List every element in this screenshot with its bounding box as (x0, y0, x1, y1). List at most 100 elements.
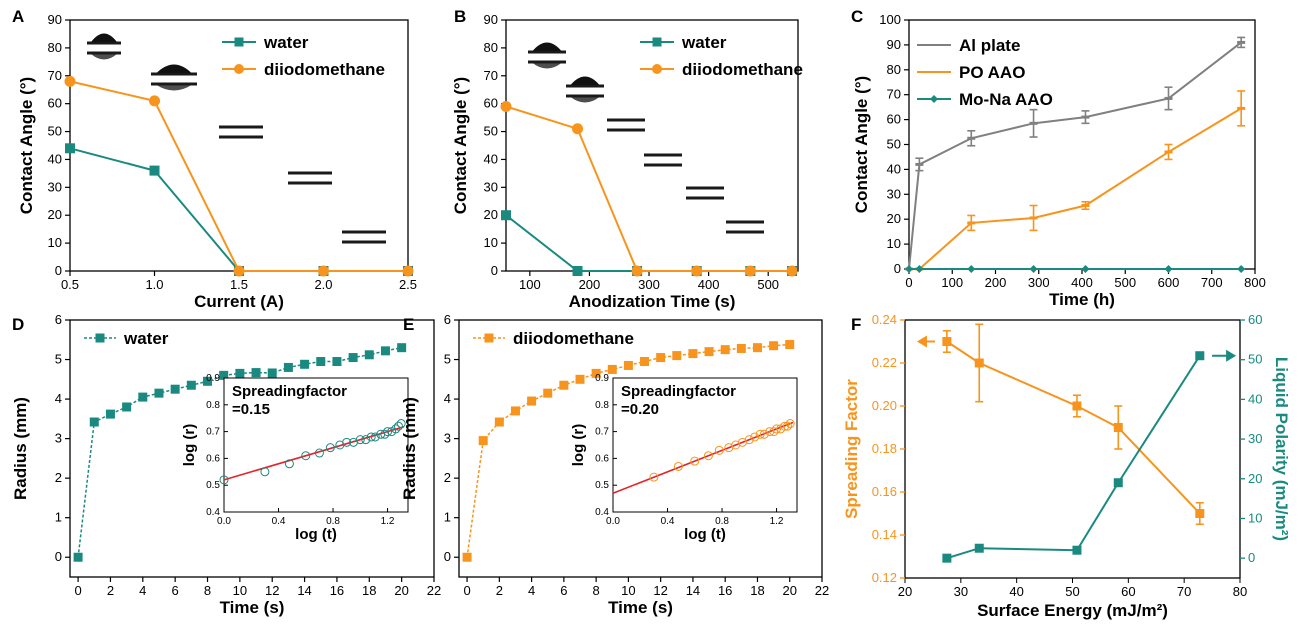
x-tick-label: 4 (139, 583, 146, 598)
inset-x-tick-label: 0.0 (606, 516, 620, 527)
x-tick-label: 16 (718, 583, 732, 598)
inset-annotation: Spreadingfactor (232, 383, 347, 400)
y-tick-label: 80 (887, 62, 901, 77)
data-point (1237, 265, 1246, 273)
x-tick-label: 300 (638, 277, 660, 292)
x-axis-title: Time (s) (220, 598, 285, 617)
y-tick-label: 10 (484, 235, 498, 250)
data-point (462, 552, 472, 562)
series-line (946, 355, 1201, 560)
data-point (672, 351, 682, 361)
y-tick-label: 5 (55, 352, 62, 367)
data-point (967, 265, 976, 273)
inset-point (301, 451, 311, 461)
x-tick-label: 20 (898, 584, 912, 599)
inset-x-tick-label: 0.0 (217, 516, 231, 527)
inset-y-tick-label: 0.4 (595, 507, 609, 518)
x-tick-label: 2.0 (314, 277, 332, 292)
y-tick-label-left: 0.18 (872, 441, 897, 456)
chart-panel-A: 0.5 1.0 1.5 2.0 2.5 0 10 20 30 40 50 60 70 80 90 Curren… (12, 7, 417, 311)
data-point (974, 358, 984, 368)
y-tick-label: 30 (887, 186, 901, 201)
y-tick-label-left: 0.12 (872, 570, 897, 585)
y-tick-label-right: 10 (1248, 510, 1262, 525)
inset-y-tick-label: 0.6 (595, 453, 609, 464)
data-point (1164, 96, 1173, 100)
plot-frame (458, 319, 823, 578)
fit-line (612, 421, 794, 494)
x-tick-label: 60 (1121, 584, 1135, 599)
series-line (69, 147, 408, 272)
inset-point (759, 429, 769, 439)
x-axis-title: Anodization Time (s) (569, 292, 736, 311)
y-tick-label: 40 (484, 151, 498, 166)
data-point (1081, 204, 1090, 208)
y-tick-label: 4 (444, 391, 451, 406)
panel-letter: F (851, 315, 861, 334)
droplet-image (342, 230, 386, 244)
data-point (631, 265, 643, 277)
inset-y-tick-label: 0.4 (206, 507, 220, 518)
inset-x-tick-label: 0.4 (661, 516, 675, 527)
droplet-image (607, 118, 645, 132)
inset-point (393, 421, 403, 431)
droplet-image (726, 220, 764, 234)
data-point (640, 357, 650, 367)
y-tick-label: 2 (444, 470, 451, 485)
data-point (1081, 115, 1090, 119)
data-point (591, 368, 601, 378)
x-tick-label: 0 (463, 583, 470, 598)
x-tick-label: 700 (1201, 275, 1223, 290)
inset-annotation: Spreadingfactor (621, 383, 736, 400)
droplet-image (644, 153, 682, 167)
panel-letter: D (12, 315, 24, 334)
data-point (1029, 216, 1038, 220)
data-point (786, 265, 798, 277)
x-tick-label: 4 (528, 583, 535, 598)
droplet-image (219, 125, 263, 139)
data-point (688, 349, 698, 359)
legend-label: diiodomethane (264, 60, 385, 79)
inset-point (370, 432, 380, 442)
x-tick-label: 8 (593, 583, 600, 598)
data-point (149, 95, 160, 107)
legend-label: PO AAO (959, 63, 1025, 82)
x-tick-label: 50 (1065, 584, 1079, 599)
data-point (915, 162, 924, 166)
inset-x-tick-label: 0.8 (326, 516, 340, 527)
data-point (510, 406, 520, 416)
x-tick-label: 100 (941, 275, 963, 290)
data-point (318, 265, 329, 277)
data-point (348, 353, 358, 363)
x-tick-label: 70 (1177, 584, 1191, 599)
data-point (1195, 351, 1205, 361)
data-point (623, 360, 633, 370)
data-point (942, 553, 952, 563)
data-point (527, 396, 537, 406)
y-tick-label: 0 (55, 549, 62, 564)
x-tick-label: 40 (1009, 584, 1023, 599)
inset-x-tick-label: 0.8 (715, 516, 729, 527)
x-axis-title: Time (s) (608, 598, 673, 617)
inset-point (325, 443, 335, 453)
inset-point (690, 456, 700, 466)
inset-point (673, 461, 683, 471)
panel-letter: C (851, 7, 863, 26)
legend-label: diiodomethane (513, 329, 634, 348)
inset-y-tick-label: 0.5 (595, 480, 609, 491)
inset-y-tick-label: 0.9 (595, 373, 609, 384)
y-tick-label: 50 (484, 124, 498, 139)
inset-x-title: log (t) (295, 526, 337, 543)
y-tick-label: 1 (55, 510, 62, 525)
legend-marker (234, 37, 244, 47)
data-point (967, 221, 976, 225)
y-tick-label: 20 (48, 207, 62, 222)
x-tick-label: 20 (782, 583, 796, 598)
data-point (744, 265, 756, 277)
y-tick-label: 5 (444, 352, 451, 367)
data-point (251, 368, 261, 378)
inset-point (649, 472, 659, 482)
x-tick-label: 2 (107, 583, 114, 598)
